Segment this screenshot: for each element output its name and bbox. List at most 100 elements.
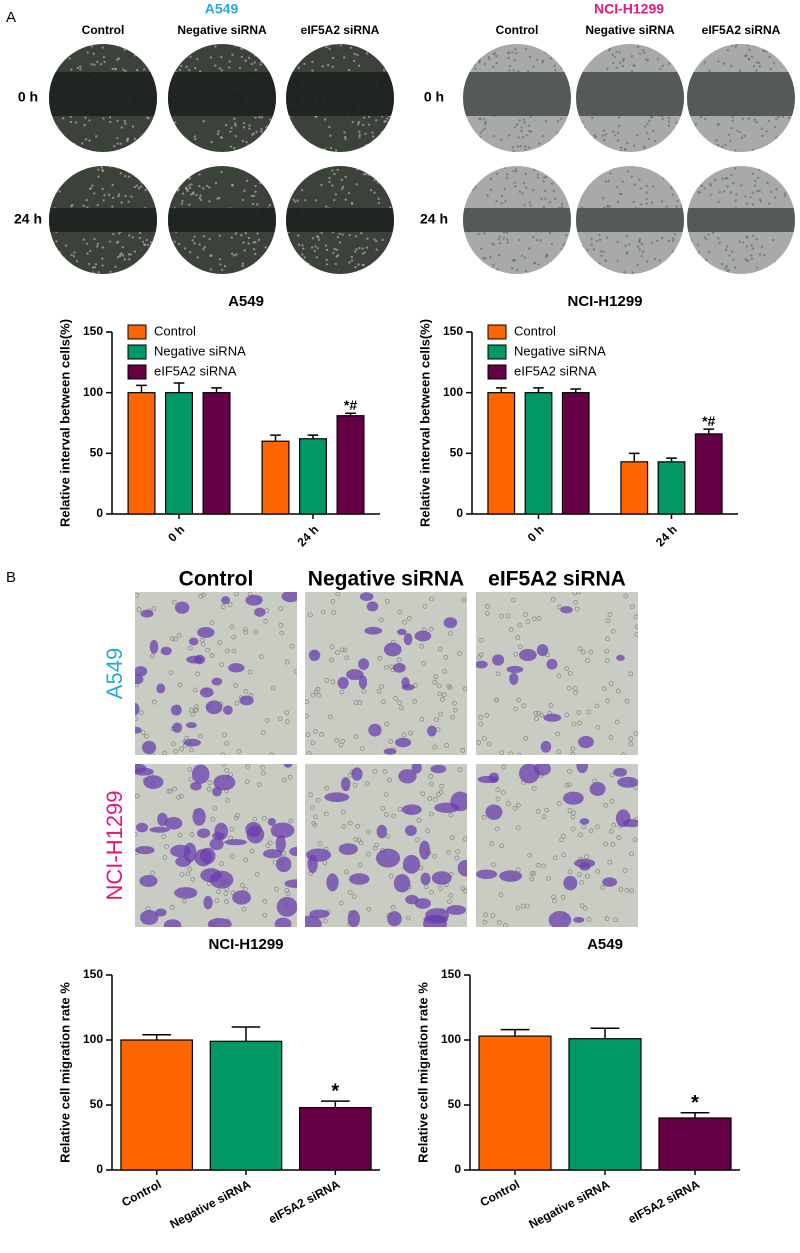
cell-dot (86, 51, 89, 54)
cell-dot (188, 184, 191, 187)
cell-dot (243, 249, 246, 252)
wound-band (49, 72, 157, 116)
pore (267, 840, 273, 846)
cell-dot (232, 254, 236, 257)
cell-dot (632, 64, 635, 67)
pore (231, 648, 237, 654)
cell-dot (250, 146, 253, 150)
cell-dot (763, 253, 766, 257)
pore (427, 796, 433, 801)
cell-dot (102, 117, 105, 120)
cell-dot (145, 238, 148, 242)
cell-dot (50, 189, 53, 192)
bar (694, 433, 723, 515)
pore (289, 643, 295, 649)
cell-dot (336, 168, 339, 172)
cell-dot (331, 184, 334, 187)
pore (515, 905, 521, 911)
pore (608, 681, 614, 686)
cell-dot (320, 231, 323, 235)
pore (229, 853, 235, 859)
cell-dot (789, 167, 793, 170)
x-tick-label: eIF5A2 siRNA (626, 1177, 702, 1226)
cell-dot (618, 61, 622, 64)
pore (293, 668, 297, 674)
pore (513, 651, 519, 657)
cell-dot (495, 61, 499, 65)
cell-dot (376, 265, 379, 269)
cell-dot (84, 138, 88, 141)
stained-cell (172, 722, 183, 733)
pore (452, 700, 457, 706)
cell-dot (532, 169, 536, 172)
cell-dot (593, 134, 596, 137)
cell-dot (109, 120, 112, 124)
cell-dot (688, 46, 691, 50)
pore (285, 891, 291, 897)
pore (501, 764, 507, 770)
cell-dot (527, 146, 531, 149)
pore (527, 852, 533, 858)
cell-dot (544, 175, 548, 179)
y-tick-label: 100 (83, 385, 103, 399)
cell-dot (576, 251, 579, 254)
cell-dot (523, 204, 526, 207)
pore (614, 719, 620, 725)
cell-dot (88, 139, 91, 142)
cell-dot (348, 261, 351, 264)
cell-dot (626, 142, 629, 145)
cell-dot (189, 55, 192, 58)
cell-dot (62, 256, 66, 260)
pore (584, 854, 589, 859)
pore (408, 730, 414, 736)
pore (564, 665, 569, 671)
cell-dot (565, 168, 569, 172)
cell-dot (315, 256, 318, 259)
cell-dot (298, 141, 301, 145)
cell-dot (550, 242, 554, 246)
bar (299, 438, 328, 515)
stained-cell (414, 898, 431, 909)
stained-cell (613, 767, 628, 777)
error-bar (703, 428, 715, 434)
error-bar (173, 382, 185, 393)
cell-dot (652, 185, 655, 188)
pore (608, 828, 614, 834)
cell-dot (550, 143, 554, 146)
cell-dot (646, 122, 649, 126)
cell-dot (97, 271, 100, 274)
cell-dot (520, 129, 523, 133)
cell-dot (252, 194, 256, 198)
pore (559, 837, 565, 843)
cell-dot (102, 55, 106, 59)
cell-dot (240, 233, 243, 237)
cell-dot (512, 169, 515, 173)
cell-dot (625, 234, 629, 238)
cell-dot (682, 54, 684, 57)
cell-dot (735, 44, 738, 46)
stained-cell (340, 777, 351, 791)
stained-cell (135, 666, 148, 677)
stained-cell (398, 769, 417, 784)
stained-cell (423, 914, 448, 927)
cell-dot (350, 255, 354, 259)
pore (187, 866, 193, 872)
cell-dot (347, 68, 351, 72)
cell-dot (721, 145, 724, 148)
cell-dot (69, 120, 73, 124)
stained-cell (174, 601, 190, 614)
cell-dot (471, 188, 475, 191)
cell-dot (771, 173, 774, 176)
cell-dot (528, 201, 531, 204)
cell-dot (474, 177, 477, 180)
cell-dot (296, 168, 299, 172)
cell-dot (202, 187, 205, 190)
pore (379, 683, 384, 689)
cell-dot (293, 53, 297, 56)
cell-dot (76, 66, 79, 70)
cell-dot (333, 172, 336, 176)
cell-dot (101, 264, 104, 267)
cell-dot (230, 166, 233, 168)
stained-cell (221, 596, 231, 605)
